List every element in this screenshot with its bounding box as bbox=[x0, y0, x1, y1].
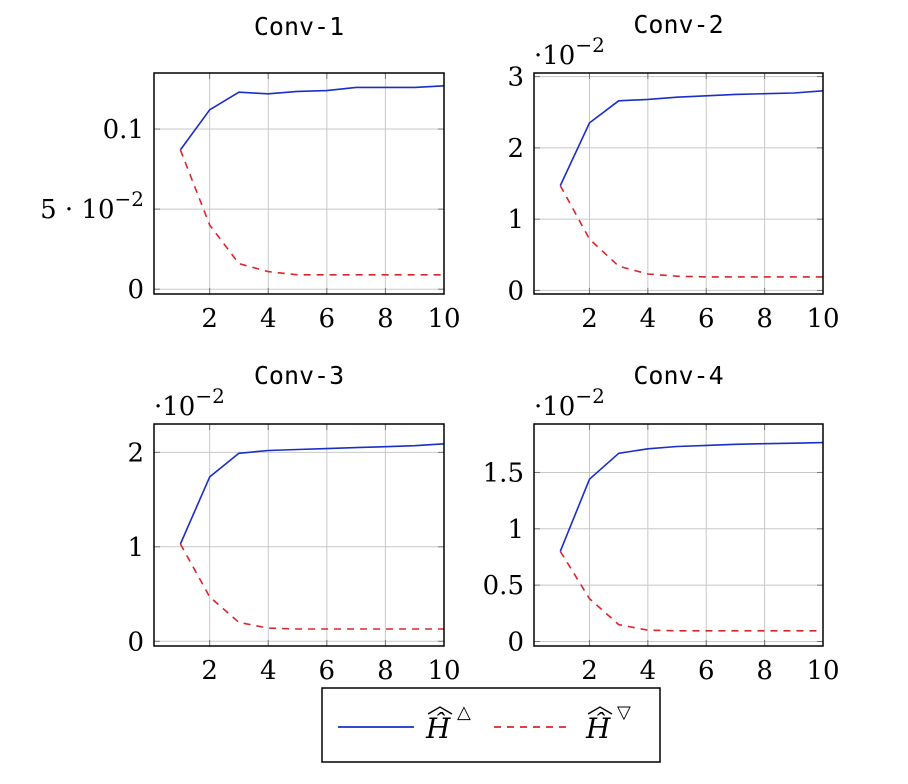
y-tick-label: 0 bbox=[507, 276, 524, 306]
legend-hat-2 bbox=[587, 706, 613, 715]
legend-marker-1: △ bbox=[457, 702, 471, 723]
x-tick-label: 4 bbox=[260, 656, 277, 686]
legend-label-2: Ĥ bbox=[585, 712, 611, 745]
x-tick-label: 8 bbox=[377, 304, 394, 334]
chart-title: Conv-1 bbox=[254, 12, 344, 41]
chart-title: Conv-2 bbox=[633, 10, 723, 39]
series-line-up bbox=[559, 441, 824, 552]
plot-frame bbox=[153, 72, 445, 295]
x-tick-label: 10 bbox=[806, 656, 839, 686]
axis-multiplier: ·10−2 bbox=[154, 384, 225, 422]
y-tick-label: 0 bbox=[507, 627, 524, 657]
legend-box bbox=[321, 687, 661, 763]
y-tick-label: 2 bbox=[127, 438, 144, 468]
series-line-down bbox=[559, 550, 823, 632]
legend-hat-1 bbox=[427, 706, 453, 715]
y-tick-label: 0 bbox=[127, 627, 144, 657]
x-tick-label: 10 bbox=[427, 304, 460, 334]
series-line-down bbox=[179, 543, 444, 630]
series-line-up bbox=[179, 443, 445, 545]
x-tick-label: 10 bbox=[806, 304, 839, 334]
x-tick-label: 8 bbox=[756, 304, 773, 334]
plot-frame bbox=[533, 72, 824, 295]
series-line-up bbox=[559, 90, 824, 186]
y-tick-label: 3 bbox=[507, 63, 524, 93]
axis-multiplier: ·10−2 bbox=[534, 384, 605, 422]
chart-panel-2: 2 4 6 8 10 0 1 2 3 Conv-2 ·10−2 bbox=[507, 10, 839, 334]
chart-title: Conv-4 bbox=[633, 361, 723, 390]
y-tick-label: 0.1 bbox=[103, 115, 144, 145]
legend-label-1: Ĥ bbox=[425, 712, 451, 745]
x-tick-label: 6 bbox=[698, 304, 715, 334]
x-tick-label: 4 bbox=[260, 304, 277, 334]
y-tick-label: 1 bbox=[127, 533, 144, 563]
chart-panel-1: 2 4 6 8 10 0 5 · 10−2 0.1 Conv-1 bbox=[40, 12, 460, 334]
x-tick-label: 2 bbox=[581, 656, 598, 686]
y-tick-label: 1 bbox=[507, 515, 524, 545]
x-tick-label: 4 bbox=[640, 656, 657, 686]
x-tick-label: 8 bbox=[377, 656, 394, 686]
y-tick-label: 1.5 bbox=[483, 458, 524, 488]
legend-marker-2: ▽ bbox=[617, 702, 631, 723]
x-tick-label: 6 bbox=[319, 304, 336, 334]
chart-panel-4: 2 4 6 8 10 0 0.5 1 1.5 Conv-4 ·10−2 bbox=[483, 361, 840, 686]
x-tick-label: 8 bbox=[756, 656, 773, 686]
x-tick-label: 4 bbox=[640, 304, 657, 334]
y-tick-label: 1 bbox=[507, 205, 524, 235]
legend: Ĥ △ Ĥ ▽ bbox=[321, 687, 661, 763]
series-line-down bbox=[559, 185, 823, 278]
chart-panel-3: 2 4 6 8 10 0 1 2 Conv-3 ·10−2 bbox=[127, 361, 460, 686]
x-tick-label: 6 bbox=[319, 656, 336, 686]
series-line-down bbox=[179, 149, 444, 276]
x-tick-label: 6 bbox=[698, 656, 715, 686]
y-tick-label: 0.5 bbox=[483, 571, 524, 601]
y-tick-label: 0 bbox=[127, 275, 144, 305]
axis-multiplier: ·10−2 bbox=[534, 33, 605, 71]
x-tick-label: 2 bbox=[581, 304, 598, 334]
x-tick-label: 10 bbox=[427, 656, 460, 686]
chart-title: Conv-3 bbox=[254, 361, 344, 390]
series-line-up bbox=[179, 85, 445, 151]
x-tick-label: 2 bbox=[201, 656, 218, 686]
x-tick-label: 2 bbox=[201, 304, 218, 334]
plot-frame bbox=[533, 423, 824, 647]
plot-frame bbox=[153, 423, 445, 647]
y-tick-label: 5 · 10−2 bbox=[40, 187, 144, 225]
y-tick-label: 2 bbox=[507, 134, 524, 164]
